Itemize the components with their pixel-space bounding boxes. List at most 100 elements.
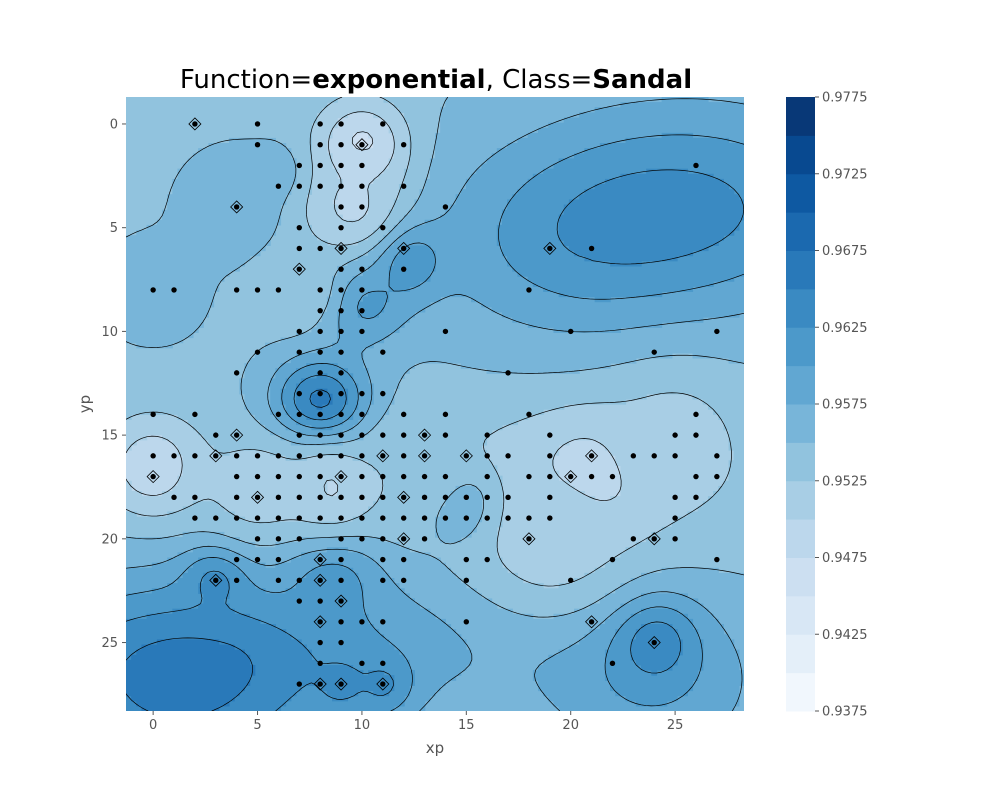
data-point — [171, 287, 177, 293]
data-point-diamond — [313, 615, 327, 629]
data-point — [338, 183, 344, 189]
data-point — [526, 515, 532, 521]
data-point — [421, 515, 428, 521]
data-point — [380, 536, 386, 542]
data-point — [672, 432, 678, 438]
data-point — [609, 473, 616, 480]
data-point-diamond — [146, 470, 160, 484]
data-point — [296, 681, 302, 687]
data-point — [338, 432, 344, 438]
data-point — [547, 245, 553, 252]
colorbar-tick-label: 0.9675 — [822, 244, 868, 259]
data-point — [338, 598, 344, 604]
data-point — [380, 494, 386, 501]
data-point-diamond — [585, 449, 599, 463]
data-point — [296, 390, 302, 397]
data-point-diamond — [417, 428, 432, 442]
data-point — [359, 432, 365, 438]
data-point — [442, 515, 449, 521]
data-point — [588, 245, 595, 252]
data-point — [317, 142, 323, 148]
data-point — [484, 515, 490, 521]
contour-line — [126, 134, 744, 711]
contour-line — [126, 97, 732, 587]
data-point — [505, 370, 511, 376]
contour-band — [126, 112, 621, 502]
data-point — [296, 598, 302, 604]
data-point — [359, 411, 365, 418]
data-point — [380, 349, 386, 355]
data-point-diamond — [397, 532, 411, 546]
title-part: Sandal — [592, 65, 692, 95]
data-point — [400, 494, 407, 501]
data-point — [275, 287, 282, 293]
data-point — [150, 453, 156, 459]
data-point — [233, 473, 240, 480]
data-point — [400, 556, 407, 563]
data-point — [317, 349, 323, 355]
x-tick-label: 20 — [562, 718, 579, 733]
contour-fills — [126, 97, 744, 711]
data-point — [233, 577, 240, 584]
data-point — [254, 453, 261, 459]
data-point — [338, 390, 344, 397]
data-point-diamond — [543, 241, 557, 255]
data-point — [338, 681, 344, 687]
colorbar-segment — [786, 135, 815, 175]
colorbar-tick-label: 0.9475 — [822, 551, 868, 566]
colorbar-segment — [786, 327, 815, 367]
data-point — [380, 577, 386, 584]
data-point — [588, 473, 595, 480]
data-point — [296, 494, 302, 501]
data-point — [672, 536, 678, 542]
data-point — [547, 432, 553, 438]
y-axis-label: yp — [76, 395, 94, 413]
data-point — [526, 536, 532, 542]
data-point-diamond — [585, 615, 599, 629]
colorbar-segment — [786, 595, 815, 635]
data-point — [400, 577, 407, 584]
data-point — [463, 494, 470, 501]
data-point — [317, 681, 323, 687]
data-point — [547, 494, 553, 501]
data-point — [380, 681, 386, 687]
contour-band — [126, 97, 735, 589]
data-point — [317, 162, 323, 169]
data-point — [526, 287, 532, 293]
colorbar-tick-label: 0.9725 — [822, 167, 868, 182]
data-point — [150, 287, 156, 293]
data-markers — [146, 117, 720, 691]
data-point-diamond — [313, 677, 327, 691]
data-point-diamond — [459, 449, 473, 463]
data-point — [359, 204, 365, 210]
data-point — [338, 328, 344, 335]
data-point — [254, 494, 261, 501]
y-tick-label: 10 — [101, 325, 118, 340]
data-point — [359, 453, 365, 459]
x-tick-label: 15 — [458, 718, 475, 733]
data-point — [233, 204, 240, 210]
data-point — [338, 411, 344, 418]
data-point — [317, 307, 323, 314]
data-point — [442, 204, 449, 210]
data-point — [338, 266, 344, 272]
data-point — [233, 432, 240, 438]
colorbar-segment — [786, 672, 815, 712]
data-point — [254, 473, 261, 480]
data-point — [400, 411, 407, 418]
data-point — [630, 453, 637, 459]
data-point — [317, 432, 323, 438]
data-point — [192, 121, 198, 127]
data-point — [400, 473, 407, 480]
data-point — [588, 453, 595, 459]
data-point — [338, 224, 344, 231]
colorbar-segment — [786, 404, 815, 443]
data-point — [213, 577, 219, 584]
data-point — [400, 453, 407, 459]
data-point — [442, 328, 449, 335]
data-point — [338, 639, 344, 646]
data-point — [338, 204, 344, 210]
data-point — [213, 515, 219, 521]
data-point — [338, 370, 344, 376]
